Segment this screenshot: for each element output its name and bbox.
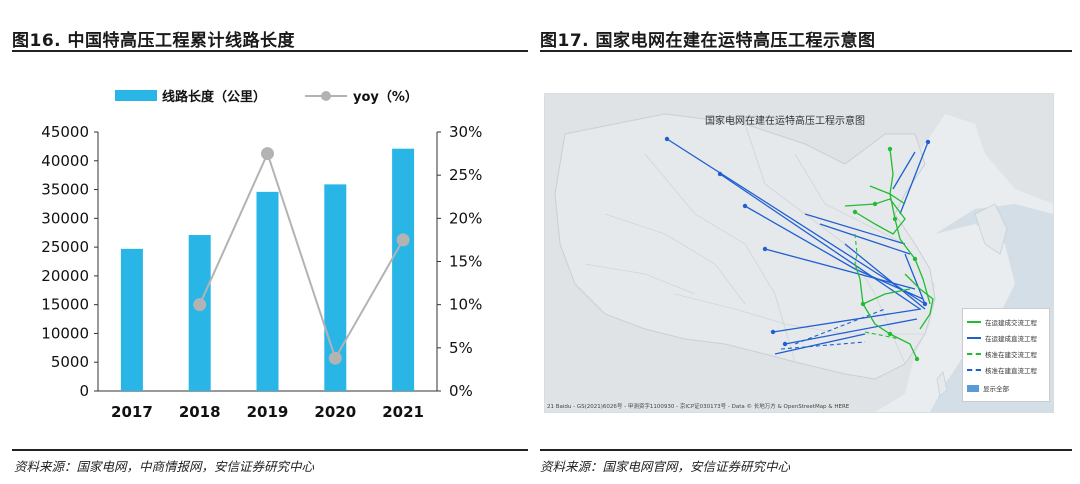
y-tick-label: 10000: [41, 324, 89, 342]
y-tick-label: 45000: [41, 123, 89, 141]
y2-tick-label: 5%: [449, 339, 473, 357]
map-taiwan: [936, 371, 948, 397]
bar: [188, 235, 211, 391]
x-tick-label: 2019: [247, 403, 289, 421]
legend-show-all[interactable]: 显示全部: [967, 383, 1009, 393]
map-ac-planned-lines: [854, 233, 901, 340]
y2-tick-label: 30%: [449, 123, 482, 141]
y2-tick-label: 15%: [449, 253, 482, 271]
figure-16-source: 资料来源：国家电网，中商情报网，安信证券研究中心: [14, 459, 315, 474]
y-tick-label: 35000: [41, 181, 89, 199]
y-tick-label: 20000: [41, 267, 89, 285]
legend-dc-operating[interactable]: 在运建成直流工程: [967, 333, 1037, 343]
left-figure-panel: 图16. 中国特高压工程累计线路长度 0 5000 10000 15000 20000 2…: [0, 0, 528, 484]
map-dc-lines: [666, 138, 929, 355]
yoy-point: [328, 351, 342, 365]
y2-tick-label: 20%: [449, 209, 482, 227]
legend-swatch-marker: [321, 91, 331, 101]
bar-line-chart: 0 5000 10000 15000 20000 25000 30000 35000 40000…: [41, 89, 482, 421]
yoy-point: [261, 147, 274, 161]
bar: [392, 148, 415, 391]
legend-swatch: [967, 353, 981, 355]
legend-label: 在运建成交流工程: [985, 319, 1037, 327]
uhv-project-map[interactable]: 国家电网在建在运特高压工程示意图 在运建成交流工程 在运建成直流工程 核准在建交…: [544, 93, 1054, 413]
map-drawing: [545, 94, 1053, 412]
legend-swatch-bar: [115, 90, 157, 101]
legend-ac-planned[interactable]: 核准在建交流工程: [967, 349, 1037, 359]
x-tick-label: 2021: [382, 403, 424, 421]
legend-label: 核准在建交流工程: [985, 351, 1037, 359]
bar: [120, 248, 143, 391]
figure-17-source: 资料来源：国家电网官网，安信证券研究中心: [540, 459, 791, 474]
bar: [256, 191, 279, 391]
y-tick-label: 0: [79, 382, 89, 400]
legend-swatch: [967, 384, 979, 392]
source-rule: [540, 449, 1072, 451]
legend-label: 核准在建直流工程: [985, 367, 1037, 375]
title-rule: [540, 50, 1072, 52]
x-tick-label: 2017: [111, 403, 153, 421]
y-tick-label: 15000: [41, 296, 89, 314]
yoy-point: [396, 233, 410, 247]
legend-ac-operating[interactable]: 在运建成交流工程: [967, 317, 1037, 327]
legend-swatch: [967, 369, 981, 371]
right-figure-panel: 图17. 国家电网在建在运特高压工程示意图: [540, 0, 1080, 484]
y-tick-label: 25000: [41, 238, 89, 256]
legend-label-bar: 线路长度（公里）: [162, 89, 266, 105]
legend-swatch: [967, 321, 981, 323]
yoy-point: [193, 298, 207, 312]
figure-17-title: 图17. 国家电网在建在运特高压工程示意图: [540, 31, 876, 51]
map-stations: [664, 136, 931, 362]
y-tick-label: 40000: [41, 152, 89, 170]
legend-dc-planned[interactable]: 核准在建直流工程: [967, 365, 1037, 375]
x-tick-label: 2020: [314, 403, 356, 421]
legend-swatch: [967, 337, 981, 339]
y2-tick-label: 25%: [449, 166, 482, 184]
map-title: 国家电网在建在运特高压工程示意图: [705, 116, 865, 127]
figure-16-title: 图16. 中国特高压工程累计线路长度: [12, 31, 296, 51]
x-tick-label: 2018: [179, 403, 221, 421]
legend-label: 在运建成直流工程: [985, 335, 1037, 343]
map-credit: 21 Baidu - GS(2021)6026号 - 甲测资字1100930 -…: [547, 404, 850, 410]
y-tick-label: 5000: [51, 353, 89, 371]
map-legend: 在运建成交流工程 在运建成直流工程 核准在建交流工程 核准在建直流工程 显示全部: [962, 308, 1050, 402]
title-rule: [12, 50, 528, 52]
map-ac-lines: [844, 148, 934, 360]
y2-tick-label: 10%: [449, 296, 482, 314]
legend-label: 显示全部: [983, 385, 1009, 393]
y2-tick-label: 0%: [449, 382, 473, 400]
map-korea: [974, 203, 1008, 255]
source-rule: [12, 449, 528, 451]
legend-label-line: yoy（%）: [353, 89, 418, 105]
yoy-line: [198, 150, 404, 361]
y-tick-label: 30000: [41, 209, 89, 227]
map-province-borders: [584, 123, 925, 365]
